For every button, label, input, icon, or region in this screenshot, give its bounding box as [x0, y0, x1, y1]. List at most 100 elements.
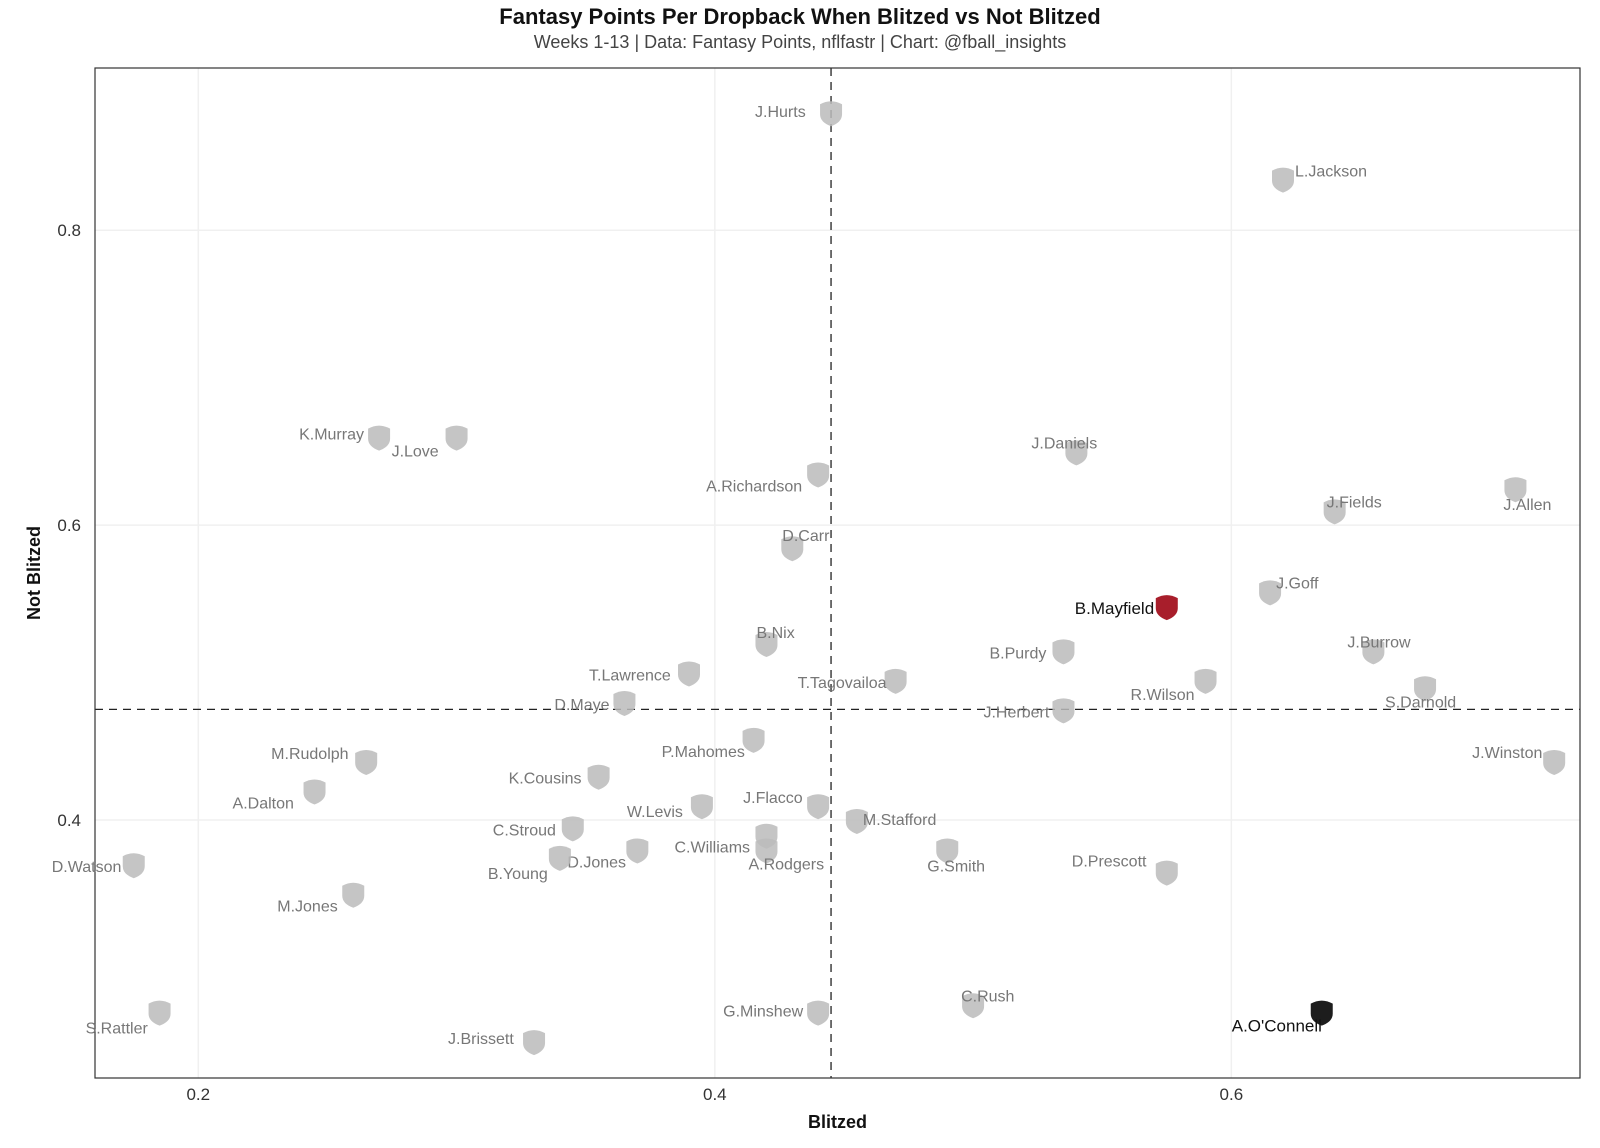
scatter-chart: Fantasy Points Per Dropback When Blitzed… — [0, 0, 1600, 1143]
point-label: J.Burrow — [1347, 634, 1411, 651]
data-point — [691, 794, 713, 819]
point-label: K.Cousins — [509, 771, 582, 788]
data-point — [446, 426, 468, 451]
point-label: M.Rudolph — [271, 746, 348, 763]
point-label: W.Levis — [627, 804, 683, 821]
team-logo-icon — [123, 853, 145, 878]
panel-border — [95, 68, 1580, 1078]
point-label: J.Hurts — [755, 104, 806, 121]
data-point — [304, 779, 326, 804]
team-logo-icon — [1156, 595, 1178, 620]
point-label: M.Jones — [277, 899, 337, 916]
team-logo-icon — [342, 883, 364, 908]
data-point — [562, 816, 584, 841]
data-point — [885, 669, 907, 694]
point-label: J.Daniels — [1031, 435, 1097, 452]
point-label: B.Mayfield — [1075, 599, 1154, 618]
team-logo-icon — [1543, 750, 1565, 775]
point-label: A.Dalton — [233, 795, 294, 812]
data-point — [123, 853, 145, 878]
data-point — [523, 1030, 545, 1055]
data-point — [149, 1001, 171, 1026]
point-label: L.Jackson — [1295, 164, 1367, 181]
point-label: G.Smith — [927, 858, 985, 875]
data-point — [820, 101, 842, 126]
data-point — [355, 750, 377, 775]
point-label: A.Rodgers — [748, 856, 824, 873]
team-logo-icon — [1195, 669, 1217, 694]
point-label: J.Brissett — [448, 1031, 514, 1048]
point-label: S.Darnold — [1385, 694, 1456, 711]
data-point — [588, 765, 610, 790]
data-point — [807, 1001, 829, 1026]
team-logo-icon — [613, 691, 635, 716]
team-logo-icon — [626, 838, 648, 863]
point-label: B.Purdy — [989, 645, 1046, 662]
point-label: J.Herbert — [983, 704, 1049, 721]
data-point — [626, 838, 648, 863]
team-logo-icon — [1272, 168, 1294, 193]
point-label: K.Murray — [299, 427, 364, 444]
x-tick-label: 0.2 — [186, 1085, 210, 1104]
point-label: C.Rush — [961, 988, 1014, 1005]
data-point — [613, 691, 635, 716]
team-logo-icon — [1052, 639, 1074, 664]
point-label: T.Tagovailoa — [798, 675, 887, 692]
point-label: D.Jones — [567, 854, 626, 871]
chart-title: Fantasy Points Per Dropback When Blitzed… — [499, 4, 1100, 29]
data-point — [1195, 669, 1217, 694]
point-label: S.Rattler — [86, 1021, 149, 1038]
team-logo-icon — [691, 794, 713, 819]
point-label: J.Allen — [1503, 497, 1551, 514]
data-point — [1272, 168, 1294, 193]
point-label: M.Stafford — [863, 812, 937, 829]
point-label: A.O'Connell — [1232, 1017, 1322, 1036]
point-label: P.Mahomes — [662, 744, 745, 761]
data-point — [1052, 639, 1074, 664]
data-point — [1052, 698, 1074, 723]
team-logo-icon — [368, 426, 390, 451]
data-point — [743, 728, 765, 753]
data-point — [807, 462, 829, 487]
point-label: J.Goff — [1276, 575, 1319, 592]
point-label: T.Lawrence — [589, 668, 671, 685]
point-label: J.Winston — [1472, 745, 1542, 762]
y-tick-label: 0.6 — [57, 516, 81, 535]
team-logo-icon — [149, 1001, 171, 1026]
team-logo-icon — [446, 426, 468, 451]
point-label: D.Carr — [782, 528, 830, 545]
team-logo-icon — [304, 779, 326, 804]
team-logo-icon — [1156, 861, 1178, 886]
data-point — [1156, 861, 1178, 886]
x-axis-label: Blitzed — [808, 1112, 867, 1132]
y-axis-label: Not Blitzed — [24, 526, 44, 620]
team-logo-icon — [885, 669, 907, 694]
team-logo-icon — [807, 1001, 829, 1026]
data-point — [678, 662, 700, 687]
team-logo-icon — [807, 462, 829, 487]
team-logo-icon — [743, 728, 765, 753]
team-logo-icon — [807, 794, 829, 819]
data-point — [342, 883, 364, 908]
point-label: J.Love — [392, 444, 439, 461]
team-logo-icon — [678, 662, 700, 687]
point-label: R.Wilson — [1131, 687, 1195, 704]
team-logo-icon — [355, 750, 377, 775]
data-point — [1543, 750, 1565, 775]
point-label: B.Young — [488, 866, 548, 883]
chart-svg: Fantasy Points Per Dropback When Blitzed… — [0, 0, 1600, 1143]
point-label: J.Fields — [1327, 494, 1382, 511]
team-logo-icon — [820, 101, 842, 126]
x-tick-label: 0.4 — [703, 1085, 727, 1104]
team-logo-icon — [588, 765, 610, 790]
data-point — [1156, 595, 1178, 620]
point-label: C.Stroud — [493, 822, 556, 839]
x-tick-label: 0.6 — [1220, 1085, 1244, 1104]
data-point — [807, 794, 829, 819]
point-label: B.Nix — [756, 625, 794, 642]
point-label: C.Williams — [674, 840, 750, 857]
y-tick-label: 0.4 — [57, 811, 81, 830]
y-tick-label: 0.8 — [57, 221, 81, 240]
point-label: D.Maye — [554, 697, 609, 714]
point-label: A.Richardson — [706, 478, 802, 495]
